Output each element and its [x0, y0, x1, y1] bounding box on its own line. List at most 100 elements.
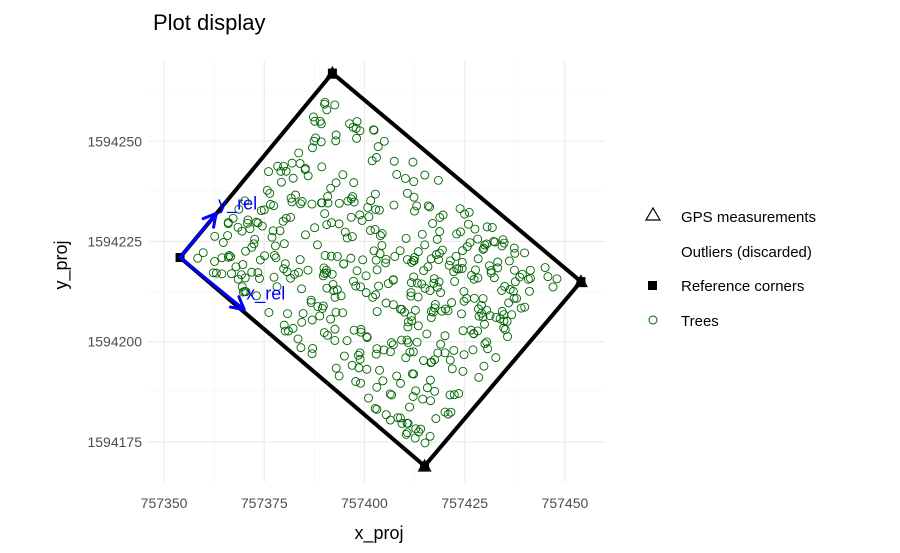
tree-point	[352, 266, 362, 276]
tree-point	[319, 328, 329, 338]
tree-point	[256, 206, 266, 216]
x-tick-label: 757450	[542, 495, 589, 511]
tree-point	[445, 390, 455, 400]
relative-axes-arrows: y_rel x_rel	[178, 193, 285, 312]
y-tick-label: 1594225	[87, 233, 142, 249]
tree-point	[397, 335, 407, 345]
tree-point	[493, 263, 503, 273]
tree-point	[484, 261, 494, 271]
tree-point	[510, 248, 520, 258]
tree-point	[218, 238, 228, 247]
x-tick-label: 757425	[441, 495, 488, 511]
tree-point	[296, 199, 306, 209]
tree-point	[371, 290, 381, 300]
tree-point	[422, 383, 432, 393]
tree-point	[272, 282, 282, 292]
tree-point	[255, 255, 265, 265]
tree-point	[353, 350, 363, 360]
reference-corner-marker	[420, 461, 430, 471]
tree-point	[523, 274, 533, 284]
tree-point	[355, 126, 365, 136]
tree-point	[329, 286, 339, 296]
tree-point	[233, 274, 243, 284]
tree-point	[473, 234, 483, 244]
tree-point	[317, 162, 327, 172]
tree-point	[474, 372, 484, 382]
tree-point	[499, 316, 509, 326]
tree-point	[412, 278, 422, 288]
tree-point	[364, 393, 373, 403]
arrow-label-x-rel: x_rel	[246, 284, 285, 305]
tree-point	[433, 175, 443, 185]
tree-point	[436, 288, 446, 298]
tree-point	[483, 344, 493, 354]
tree-point	[238, 260, 248, 270]
tree-point	[289, 269, 299, 279]
tree-point	[440, 348, 450, 358]
tree-point	[306, 295, 316, 305]
tree-point	[457, 309, 466, 319]
gps-measurements	[325, 65, 588, 472]
tree-point	[279, 264, 289, 274]
tree-point	[361, 288, 371, 298]
tree-point	[383, 279, 393, 289]
tree-point	[217, 269, 227, 279]
tree-point	[362, 333, 372, 342]
tree-point	[401, 353, 411, 363]
tree-point	[493, 257, 503, 267]
tree-point	[369, 246, 379, 256]
tree-point	[504, 298, 514, 308]
tree-point	[322, 105, 332, 115]
y-tick-label: 1594200	[87, 334, 142, 350]
tree-point	[401, 233, 411, 243]
tree-point	[308, 112, 318, 122]
tree-point	[480, 319, 489, 329]
tree-point	[331, 178, 341, 188]
tree-point	[316, 119, 326, 129]
tree-point	[293, 334, 303, 344]
tree-point	[449, 267, 459, 277]
tree-point	[372, 404, 382, 414]
tree-point	[330, 292, 340, 302]
tree-point	[330, 324, 340, 334]
tree-point	[247, 267, 257, 277]
tree-point	[323, 192, 333, 201]
tree-point	[348, 192, 358, 202]
tree-point	[322, 220, 332, 230]
tree-point	[340, 227, 350, 237]
tree-point	[210, 257, 219, 266]
tree-point	[234, 204, 244, 214]
gps-measurement-marker	[573, 274, 588, 288]
tree-point	[250, 234, 260, 244]
tree-point	[459, 350, 469, 360]
tree-point	[372, 153, 381, 162]
tree-point	[307, 199, 317, 209]
x-axis-title: x_proj	[354, 523, 403, 544]
tree-point	[431, 414, 441, 424]
tree-point	[223, 231, 233, 240]
tree-point	[409, 256, 418, 265]
tree-point	[294, 267, 303, 277]
y-axis-title: y_proj	[51, 240, 72, 289]
tree-point	[287, 197, 297, 207]
tree-point	[309, 136, 319, 146]
tree-point	[430, 303, 440, 313]
tree-point	[434, 255, 444, 265]
tree-point	[264, 167, 273, 177]
tree-point	[482, 305, 492, 315]
tree-point	[339, 259, 349, 269]
tree-point	[489, 273, 499, 283]
tree-point	[425, 375, 435, 385]
tree-point	[499, 323, 509, 333]
tree-point	[490, 237, 500, 247]
legend-item-corners: Reference corners	[648, 278, 804, 295]
tree-point	[400, 174, 410, 183]
tree-point	[437, 245, 447, 255]
tree-point	[387, 338, 396, 348]
tree-point	[397, 418, 407, 428]
tree-point	[440, 331, 450, 341]
tree-point	[355, 354, 365, 364]
tree-point	[516, 303, 526, 313]
tree-point	[368, 292, 378, 302]
